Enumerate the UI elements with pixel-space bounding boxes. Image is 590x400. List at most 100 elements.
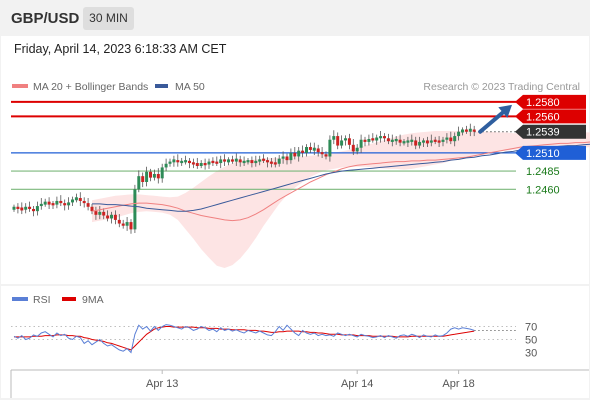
candle-body: [273, 162, 277, 165]
candle-body: [184, 160, 188, 163]
candle-body: [367, 139, 371, 142]
candle-body: [262, 158, 266, 161]
level-tag-1-2580: [515, 94, 586, 109]
candle-body: [74, 197, 78, 201]
candle-body: [43, 201, 47, 205]
candle-body: [336, 136, 340, 146]
candle-body: [149, 171, 152, 178]
candle-body: [86, 203, 90, 207]
candle-body: [188, 160, 191, 164]
candle-body: [172, 159, 176, 163]
candle-body: [301, 150, 305, 153]
ma50-line: [92, 143, 590, 212]
level-label-1-2580: 1.2580: [526, 97, 560, 109]
candle-body: [277, 158, 281, 164]
candle-body: [355, 147, 359, 152]
candle-body: [269, 161, 273, 164]
candle-body: [156, 173, 160, 179]
candle-body: [51, 203, 55, 206]
bollinger-legend-swatch: [12, 84, 28, 88]
level-label-1-2485: 1.2485: [526, 166, 560, 178]
candle-body: [180, 160, 184, 164]
candle-body: [398, 139, 402, 143]
candle-body: [191, 162, 195, 165]
rsi-ma-line: [14, 326, 475, 351]
interval-badge[interactable]: 30 MIN: [83, 7, 134, 30]
candle-body: [176, 160, 180, 163]
x-tick-label: Apr 13: [146, 378, 178, 390]
x-tick-label: Apr 18: [442, 378, 474, 390]
candle-body: [106, 215, 110, 219]
candle-body: [164, 163, 168, 168]
candle-body: [406, 140, 410, 143]
candle-body: [160, 167, 164, 179]
candle-body: [90, 206, 94, 212]
candle-body: [422, 140, 425, 143]
candle-body: [328, 139, 332, 157]
candle-body: [230, 159, 234, 162]
candle-body: [12, 206, 16, 210]
candle-body: [316, 148, 320, 153]
candle-body: [137, 176, 141, 190]
candle-body: [133, 189, 137, 230]
rsi-legend-swatch: [12, 297, 28, 301]
level-label-1-2560: 1.2560: [526, 111, 560, 123]
candle-body: [102, 211, 106, 216]
candle-body: [16, 206, 20, 209]
candle-body: [386, 138, 390, 142]
level-tag-1-2539: [515, 124, 586, 139]
candle-body: [351, 144, 355, 152]
candle-body: [433, 139, 437, 142]
bollinger-legend-label: MA 20 + Bollinger Bands: [33, 81, 148, 93]
candle-body: [63, 203, 67, 206]
candle-body: [320, 152, 324, 155]
candle-body: [227, 159, 230, 163]
datetime-label: Friday, April 14, 2023 6:18:33 AM CET: [14, 42, 227, 56]
legend-main: MA 20 + Bollinger Bands MA 50 Research ©…: [12, 81, 580, 93]
candle-body: [98, 211, 102, 215]
candle-body: [78, 198, 82, 201]
arrow-head: [498, 104, 512, 118]
candle-body: [28, 206, 32, 209]
candle-body: [332, 136, 336, 140]
rsi-tick-30: 30: [525, 348, 537, 360]
level-labels: 1.2580 1.2560 1.2539 1.2510 1.2485 1.2460: [515, 94, 586, 196]
forecast-arrow: [478, 104, 512, 134]
candle-body: [223, 159, 227, 162]
candle-body: [340, 140, 344, 146]
rsi-ma-legend-label: 9MA: [82, 294, 104, 306]
candle-body: [429, 140, 433, 143]
candle-body: [207, 161, 211, 165]
level-label-1-2539: 1.2539: [526, 127, 560, 139]
candle-body: [195, 163, 199, 166]
candle-body: [281, 156, 285, 159]
candle-body: [363, 139, 367, 142]
candle-body: [375, 137, 379, 141]
candle-body: [24, 206, 28, 210]
candle-body: [390, 139, 394, 142]
candle-body: [242, 160, 246, 164]
candle-body: [141, 176, 145, 182]
candle-body: [418, 141, 422, 146]
level-label-1-2510: 1.2510: [526, 148, 560, 160]
level-tag-1-2510: [515, 145, 586, 160]
x-axis-labels: Apr 13 Apr 14 Apr 18: [146, 370, 475, 390]
candle-body: [472, 129, 476, 132]
rsi-legend-label: RSI: [33, 294, 51, 306]
candle-body: [324, 154, 328, 157]
candle-body: [152, 173, 156, 178]
candle-body: [215, 161, 219, 164]
candle-body: [410, 139, 414, 142]
candles: [12, 123, 476, 234]
candle-body: [246, 160, 250, 163]
candle-body: [258, 159, 262, 162]
candle-body: [441, 139, 445, 142]
candle-body: [289, 152, 293, 161]
level-label-1-2460: 1.2460: [526, 184, 560, 196]
candle-body: [59, 200, 63, 204]
candle-body: [457, 131, 461, 137]
candle-body: [445, 137, 449, 140]
rsi-lines: [13, 324, 516, 354]
candle-body: [125, 222, 129, 226]
